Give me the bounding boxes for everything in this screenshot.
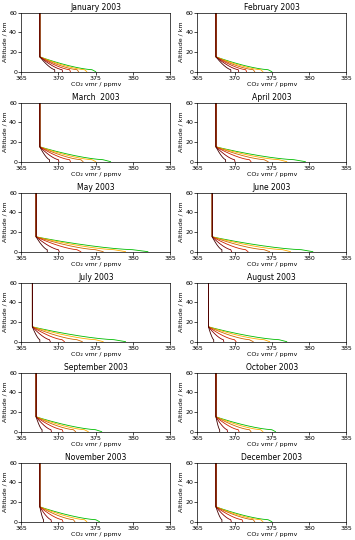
Y-axis label: Altitude / km: Altitude / km <box>179 382 184 422</box>
X-axis label: CO₂ vmr / ppmv: CO₂ vmr / ppmv <box>71 532 121 537</box>
Title: April 2003: April 2003 <box>252 93 292 102</box>
Title: July 2003: July 2003 <box>78 273 114 282</box>
X-axis label: CO₂ vmr / ppmv: CO₂ vmr / ppmv <box>247 532 297 537</box>
Y-axis label: Altitude / km: Altitude / km <box>179 292 184 333</box>
Y-axis label: Altitude / km: Altitude / km <box>179 112 184 152</box>
Y-axis label: Altitude / km: Altitude / km <box>3 382 8 422</box>
X-axis label: CO₂ vmr / ppmv: CO₂ vmr / ppmv <box>71 442 121 447</box>
Y-axis label: Altitude / km: Altitude / km <box>179 472 184 512</box>
Y-axis label: Altitude / km: Altitude / km <box>3 472 8 512</box>
Title: November 2003: November 2003 <box>65 453 126 462</box>
Title: May 2003: May 2003 <box>77 183 115 192</box>
Title: December 2003: December 2003 <box>241 453 302 462</box>
Title: September 2003: September 2003 <box>64 363 128 372</box>
X-axis label: CO₂ vmr / ppmv: CO₂ vmr / ppmv <box>71 172 121 177</box>
Y-axis label: Altitude / km: Altitude / km <box>179 22 184 63</box>
Title: March  2003: March 2003 <box>72 93 120 102</box>
Y-axis label: Altitude / km: Altitude / km <box>3 292 8 333</box>
Y-axis label: Altitude / km: Altitude / km <box>3 202 8 242</box>
X-axis label: CO₂ vmr / ppmv: CO₂ vmr / ppmv <box>247 82 297 87</box>
Title: June 2003: June 2003 <box>253 183 291 192</box>
X-axis label: CO₂ vmr / ppmv: CO₂ vmr / ppmv <box>71 262 121 267</box>
X-axis label: CO₂ vmr / ppmv: CO₂ vmr / ppmv <box>71 352 121 357</box>
Title: October 2003: October 2003 <box>246 363 298 372</box>
X-axis label: CO₂ vmr / ppmv: CO₂ vmr / ppmv <box>247 352 297 357</box>
Y-axis label: Altitude / km: Altitude / km <box>3 22 8 63</box>
Y-axis label: Altitude / km: Altitude / km <box>3 112 8 152</box>
Title: August 2003: August 2003 <box>247 273 296 282</box>
X-axis label: CO₂ vmr / ppmv: CO₂ vmr / ppmv <box>247 262 297 267</box>
X-axis label: CO₂ vmr / ppmv: CO₂ vmr / ppmv <box>247 442 297 447</box>
Title: January 2003: January 2003 <box>70 3 121 12</box>
Y-axis label: Altitude / km: Altitude / km <box>179 202 184 242</box>
X-axis label: CO₂ vmr / ppmv: CO₂ vmr / ppmv <box>71 82 121 87</box>
Title: February 2003: February 2003 <box>244 3 300 12</box>
X-axis label: CO₂ vmr / ppmv: CO₂ vmr / ppmv <box>247 172 297 177</box>
